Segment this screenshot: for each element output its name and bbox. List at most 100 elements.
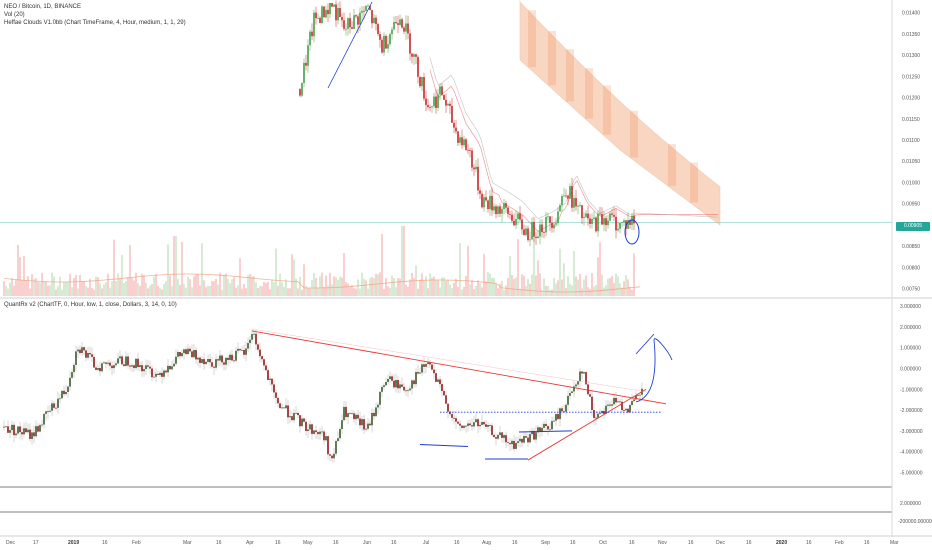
candle-body bbox=[327, 9, 329, 15]
oscillator-body bbox=[437, 379, 439, 382]
volume-bar bbox=[219, 272, 221, 296]
oscillator-indicator-label[interactable]: QuantRx v2 (ChartTF, 0, Hour, low, 1, cl… bbox=[4, 302, 177, 308]
volume-bar bbox=[621, 287, 623, 296]
oscillator-body bbox=[463, 425, 465, 428]
downtrend-line bbox=[251, 330, 667, 405]
symbol-title[interactable]: NEO / Bitcoin, 1D, BINANCE bbox=[4, 4, 82, 10]
oscillator-body bbox=[329, 454, 331, 456]
volume-bar bbox=[247, 275, 249, 296]
oscillator-body bbox=[43, 413, 45, 425]
oscillator-body bbox=[629, 404, 631, 413]
volume-bar bbox=[25, 280, 27, 296]
volume-bar bbox=[221, 289, 223, 296]
volume-bar bbox=[163, 283, 165, 296]
oscillator-body bbox=[371, 412, 373, 426]
volume-bar bbox=[497, 288, 499, 296]
oscillator-body bbox=[269, 378, 271, 380]
oscillator-body bbox=[435, 373, 437, 382]
volume-bar bbox=[209, 286, 211, 296]
oscillator-body bbox=[205, 361, 207, 365]
volume-bar bbox=[117, 273, 119, 296]
candle-body bbox=[425, 98, 427, 105]
volume-bar bbox=[555, 283, 557, 296]
oscillator-body bbox=[247, 343, 249, 349]
candle-body bbox=[441, 86, 443, 95]
volume-bar bbox=[559, 248, 561, 296]
candle-body bbox=[521, 219, 523, 230]
oscillator-body bbox=[335, 441, 337, 454]
candle-body bbox=[331, 2, 333, 7]
oscillator-body bbox=[365, 428, 367, 430]
oscillator-body bbox=[159, 372, 161, 376]
candle-body bbox=[495, 206, 497, 215]
oscillator-body bbox=[421, 364, 423, 373]
oscillator-body bbox=[389, 376, 391, 379]
price-tick-label: 0.01350 bbox=[902, 32, 920, 38]
oscillator-body bbox=[607, 404, 609, 406]
oscillator-body bbox=[141, 365, 143, 372]
volume-bar bbox=[251, 276, 253, 296]
oscillator-body bbox=[385, 381, 387, 386]
volume-bar bbox=[453, 282, 455, 296]
volume-bar bbox=[413, 278, 415, 296]
oscillator-body bbox=[199, 357, 201, 363]
oscillator-body bbox=[553, 420, 555, 422]
candle-body bbox=[313, 12, 315, 37]
volume-bar bbox=[153, 276, 155, 296]
volume-histogram bbox=[3, 226, 635, 296]
time-tick-label: Mar bbox=[183, 540, 192, 546]
volume-bar bbox=[137, 282, 139, 296]
oscillator-body bbox=[179, 351, 181, 357]
volume-bar bbox=[599, 242, 601, 296]
volume-bar bbox=[567, 276, 569, 296]
volume-bar bbox=[515, 277, 517, 296]
oscillator-body bbox=[195, 350, 197, 360]
price-tick-label: 0.01400 bbox=[902, 11, 920, 17]
oscillator-body bbox=[375, 407, 377, 417]
volume-bar bbox=[579, 273, 581, 296]
oscillator-body bbox=[527, 437, 529, 443]
oscillator-body bbox=[207, 358, 209, 362]
volume-bar bbox=[611, 276, 613, 296]
candle-body bbox=[487, 200, 489, 210]
volume-bar bbox=[339, 276, 341, 296]
oscillator-body bbox=[479, 424, 481, 427]
oscillator-body bbox=[73, 364, 75, 373]
volume-bar bbox=[313, 272, 315, 296]
volume-bar bbox=[41, 272, 43, 296]
volume-bar bbox=[549, 289, 551, 296]
volume-bar bbox=[187, 276, 189, 296]
oscillator-body bbox=[625, 408, 627, 411]
candle-body bbox=[395, 22, 397, 24]
volume-bar bbox=[265, 282, 267, 296]
oscillator-body bbox=[163, 370, 165, 377]
oscillator-body bbox=[473, 422, 475, 427]
candle-body bbox=[387, 44, 389, 49]
volume-bar bbox=[317, 287, 319, 296]
oscillator-body bbox=[529, 434, 531, 443]
candle-body bbox=[315, 12, 317, 19]
volume-bar bbox=[457, 286, 459, 296]
oscillator-body bbox=[367, 423, 369, 429]
oscillator-body bbox=[79, 349, 81, 354]
candle-body bbox=[443, 94, 445, 100]
oscillator-body bbox=[353, 413, 355, 420]
oscillator-body bbox=[487, 425, 489, 427]
oscillator-body bbox=[331, 455, 333, 459]
volume-bar bbox=[319, 276, 321, 296]
volume-indicator-label[interactable]: Vol (20) bbox=[4, 12, 25, 18]
extra-axis: 2.000000 -200000.000000 bbox=[898, 501, 932, 525]
oscillator-body bbox=[593, 409, 595, 418]
oscillator-body bbox=[639, 394, 641, 396]
volume-bar bbox=[3, 281, 5, 296]
volume-bar bbox=[495, 283, 497, 296]
oscillator-body bbox=[227, 357, 229, 360]
volume-bar bbox=[471, 280, 473, 296]
oscillator-body bbox=[239, 348, 241, 351]
volume-bar bbox=[501, 280, 503, 296]
candle-body bbox=[423, 76, 425, 99]
oscillator-body bbox=[369, 423, 371, 426]
oscillator-body bbox=[81, 347, 83, 354]
candle-body bbox=[371, 10, 373, 24]
cloud-indicator-label[interactable]: Heffae Clouds V1.0bb (Chart TimeFrame, 4… bbox=[4, 20, 186, 26]
